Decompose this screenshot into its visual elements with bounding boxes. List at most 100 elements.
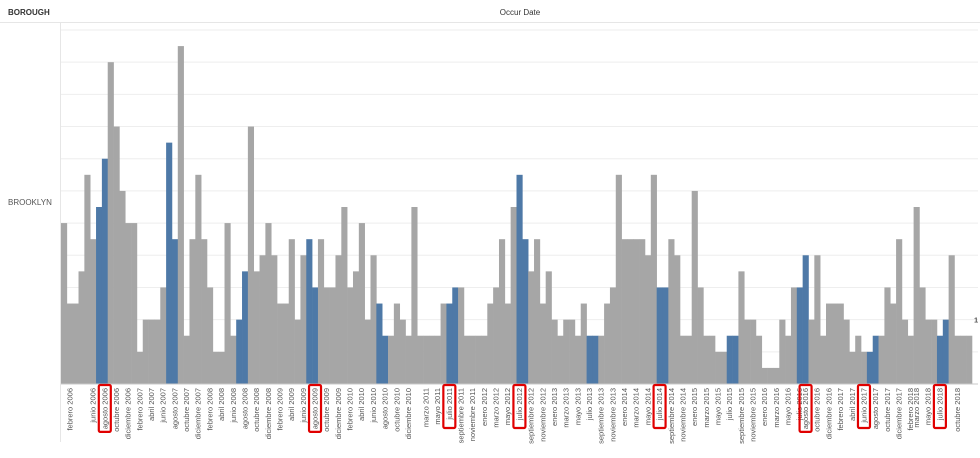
bar-julio-2009[interactable] xyxy=(306,239,313,384)
bar-octubre-2014[interactable] xyxy=(674,255,681,384)
bar-mayo-2013[interactable] xyxy=(574,335,582,384)
bar-diciembre-2011[interactable] xyxy=(475,335,482,384)
bar-agosto-2007[interactable] xyxy=(171,239,179,384)
bar-enero-2016[interactable] xyxy=(761,367,768,384)
bar-agosto-2017[interactable] xyxy=(872,335,879,384)
bar-julio-2016[interactable] xyxy=(796,287,803,384)
bar-enero-2006[interactable] xyxy=(61,223,68,384)
bar-abril-2008[interactable] xyxy=(218,351,225,384)
bar-mayo-2011[interactable] xyxy=(434,335,441,384)
bar-mayo-2017[interactable] xyxy=(855,335,862,384)
bar-agosto-2006[interactable] xyxy=(101,158,109,384)
bar-agosto-2018[interactable] xyxy=(942,319,949,384)
bar-enero-2010[interactable] xyxy=(341,207,348,384)
bar-diciembre-2009[interactable] xyxy=(335,255,342,384)
bar-junio-2008[interactable] xyxy=(230,335,237,384)
bar-noviembre-2016[interactable] xyxy=(820,335,827,384)
bar-diciembre-2010[interactable] xyxy=(405,335,412,384)
bar-noviembre-2007[interactable] xyxy=(189,239,196,384)
bar-diciembre-2017[interactable] xyxy=(896,239,903,384)
bar-septiembre-2017[interactable] xyxy=(878,335,885,384)
bar-enero-2017[interactable] xyxy=(831,303,838,384)
bar-abril-2011[interactable] xyxy=(428,335,436,384)
bar-febrero-2012[interactable] xyxy=(487,303,494,384)
bar-enero-2011[interactable] xyxy=(411,207,418,384)
bar-enero-2012[interactable] xyxy=(481,335,488,384)
bar-septiembre-2016[interactable] xyxy=(808,319,815,384)
bar-enero-2008[interactable] xyxy=(201,239,208,384)
bar-febrero-2010[interactable] xyxy=(347,287,354,384)
bar-febrero-2013[interactable] xyxy=(557,335,564,384)
bar-diciembre-2007[interactable] xyxy=(195,174,202,384)
bar-agosto-2009[interactable] xyxy=(312,287,319,384)
bar-abril-2016[interactable] xyxy=(779,319,786,384)
bar-octubre-2016[interactable] xyxy=(814,255,821,384)
bar-diciembre-2006[interactable] xyxy=(125,223,132,384)
bar-julio-2007[interactable] xyxy=(166,142,173,384)
bar-noviembre-2012[interactable] xyxy=(539,303,546,384)
bar-diciembre-2015[interactable] xyxy=(755,335,763,384)
bar-marzo-2012[interactable] xyxy=(493,287,500,384)
bar-agosto-2008[interactable] xyxy=(242,271,249,384)
bar-marzo-2018[interactable] xyxy=(913,207,920,384)
bar-junio-2009[interactable] xyxy=(300,255,307,384)
bar-febrero-2018[interactable] xyxy=(907,335,914,384)
bar-diciembre-2016[interactable] xyxy=(826,303,833,384)
bar-abril-2013[interactable] xyxy=(569,319,576,384)
bar-junio-2007[interactable] xyxy=(160,287,167,384)
bar-noviembre-2017[interactable] xyxy=(890,303,897,384)
bar-agosto-2015[interactable] xyxy=(732,335,739,384)
bar-octubre-2006[interactable] xyxy=(113,126,120,384)
bar-mayo-2008[interactable] xyxy=(224,223,231,384)
bar-agosto-2014[interactable] xyxy=(662,287,669,384)
bar-diciembre-2012[interactable] xyxy=(545,271,552,384)
bar-febrero-2016[interactable] xyxy=(767,367,774,384)
bar-agosto-2011[interactable] xyxy=(452,287,459,384)
bar-mayo-2010[interactable] xyxy=(364,319,371,384)
bar-julio-2015[interactable] xyxy=(726,335,733,384)
bar-abril-2015[interactable] xyxy=(709,335,716,384)
bar-marzo-2006[interactable] xyxy=(72,303,79,384)
bar-julio-2017[interactable] xyxy=(866,351,874,384)
bar-marzo-2007[interactable] xyxy=(142,319,149,384)
bar-junio-2011[interactable] xyxy=(440,303,447,384)
bar-junio-2012[interactable] xyxy=(510,207,517,384)
bar-noviembre-2013[interactable] xyxy=(609,287,617,384)
bar-octubre-2018[interactable] xyxy=(954,335,961,384)
bar-junio-2015[interactable] xyxy=(720,351,728,384)
bar-septiembre-2015[interactable] xyxy=(738,271,745,384)
bar-julio-2014[interactable] xyxy=(656,287,663,384)
bar-septiembre-2010[interactable] xyxy=(388,335,395,384)
bar-octubre-2007[interactable] xyxy=(183,335,190,384)
bar-abril-2017[interactable] xyxy=(849,351,856,384)
bar-mayo-2009[interactable] xyxy=(294,319,301,384)
bar-julio-2006[interactable] xyxy=(96,207,103,384)
bar-octubre-2015[interactable] xyxy=(744,319,751,384)
bar-enero-2018[interactable] xyxy=(901,319,909,384)
bar-abril-2007[interactable] xyxy=(148,319,155,384)
bar-marzo-2014[interactable] xyxy=(633,239,640,384)
bar-diciembre-2018[interactable] xyxy=(966,335,973,384)
bar-noviembre-2010[interactable] xyxy=(399,319,406,384)
bar-marzo-2015[interactable] xyxy=(703,335,710,384)
bar-marzo-2008[interactable] xyxy=(212,351,219,384)
bar-mayo-2018[interactable] xyxy=(925,319,932,384)
bar-agosto-2010[interactable] xyxy=(382,335,389,384)
bar-noviembre-2009[interactable] xyxy=(329,287,336,384)
bar-junio-2014[interactable] xyxy=(650,174,657,384)
bar-septiembre-2013[interactable] xyxy=(598,335,605,384)
bar-mayo-2015[interactable] xyxy=(715,351,722,384)
bar-noviembre-2018[interactable] xyxy=(960,335,967,384)
bar-febrero-2017[interactable] xyxy=(837,303,844,384)
bar-diciembre-2008[interactable] xyxy=(265,223,272,384)
bar-enero-2013[interactable] xyxy=(551,319,558,384)
bar-febrero-2014[interactable] xyxy=(627,239,634,384)
bar-enero-2009[interactable] xyxy=(271,255,278,384)
bar-junio-2016[interactable] xyxy=(790,287,798,384)
bar-noviembre-2015[interactable] xyxy=(750,319,757,384)
bar-noviembre-2011[interactable] xyxy=(469,335,476,384)
bar-febrero-2015[interactable] xyxy=(697,287,704,384)
bar-marzo-2011[interactable] xyxy=(423,335,430,384)
bar-abril-2010[interactable] xyxy=(358,223,365,384)
bar-octubre-2008[interactable] xyxy=(253,271,260,384)
